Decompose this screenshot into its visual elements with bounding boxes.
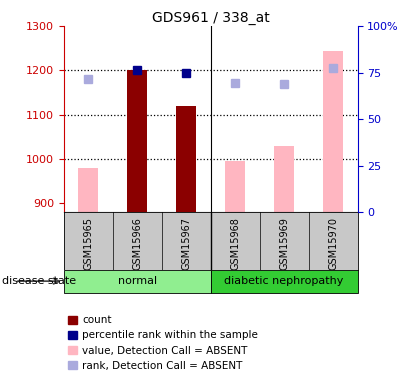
Title: GDS961 / 338_at: GDS961 / 338_at — [152, 11, 270, 25]
Bar — [323, 51, 343, 212]
Text: disease state: disease state — [2, 276, 76, 286]
Text: GSM15969: GSM15969 — [279, 217, 289, 270]
Bar — [274, 146, 294, 212]
Text: normal: normal — [118, 276, 157, 286]
Text: GSM15966: GSM15966 — [132, 217, 142, 270]
Text: diabetic nephropathy: diabetic nephropathy — [224, 276, 344, 286]
Text: GSM15968: GSM15968 — [230, 217, 240, 270]
Bar — [127, 70, 147, 212]
Text: GSM15967: GSM15967 — [181, 217, 191, 270]
Bar — [211, 270, 358, 292]
Bar — [79, 168, 98, 212]
Text: GSM15965: GSM15965 — [83, 217, 93, 270]
Bar — [225, 161, 245, 212]
Bar — [176, 106, 196, 212]
Legend: count, percentile rank within the sample, value, Detection Call = ABSENT, rank, : count, percentile rank within the sample… — [64, 311, 263, 375]
Text: GSM15970: GSM15970 — [328, 217, 338, 270]
Bar — [64, 270, 210, 292]
